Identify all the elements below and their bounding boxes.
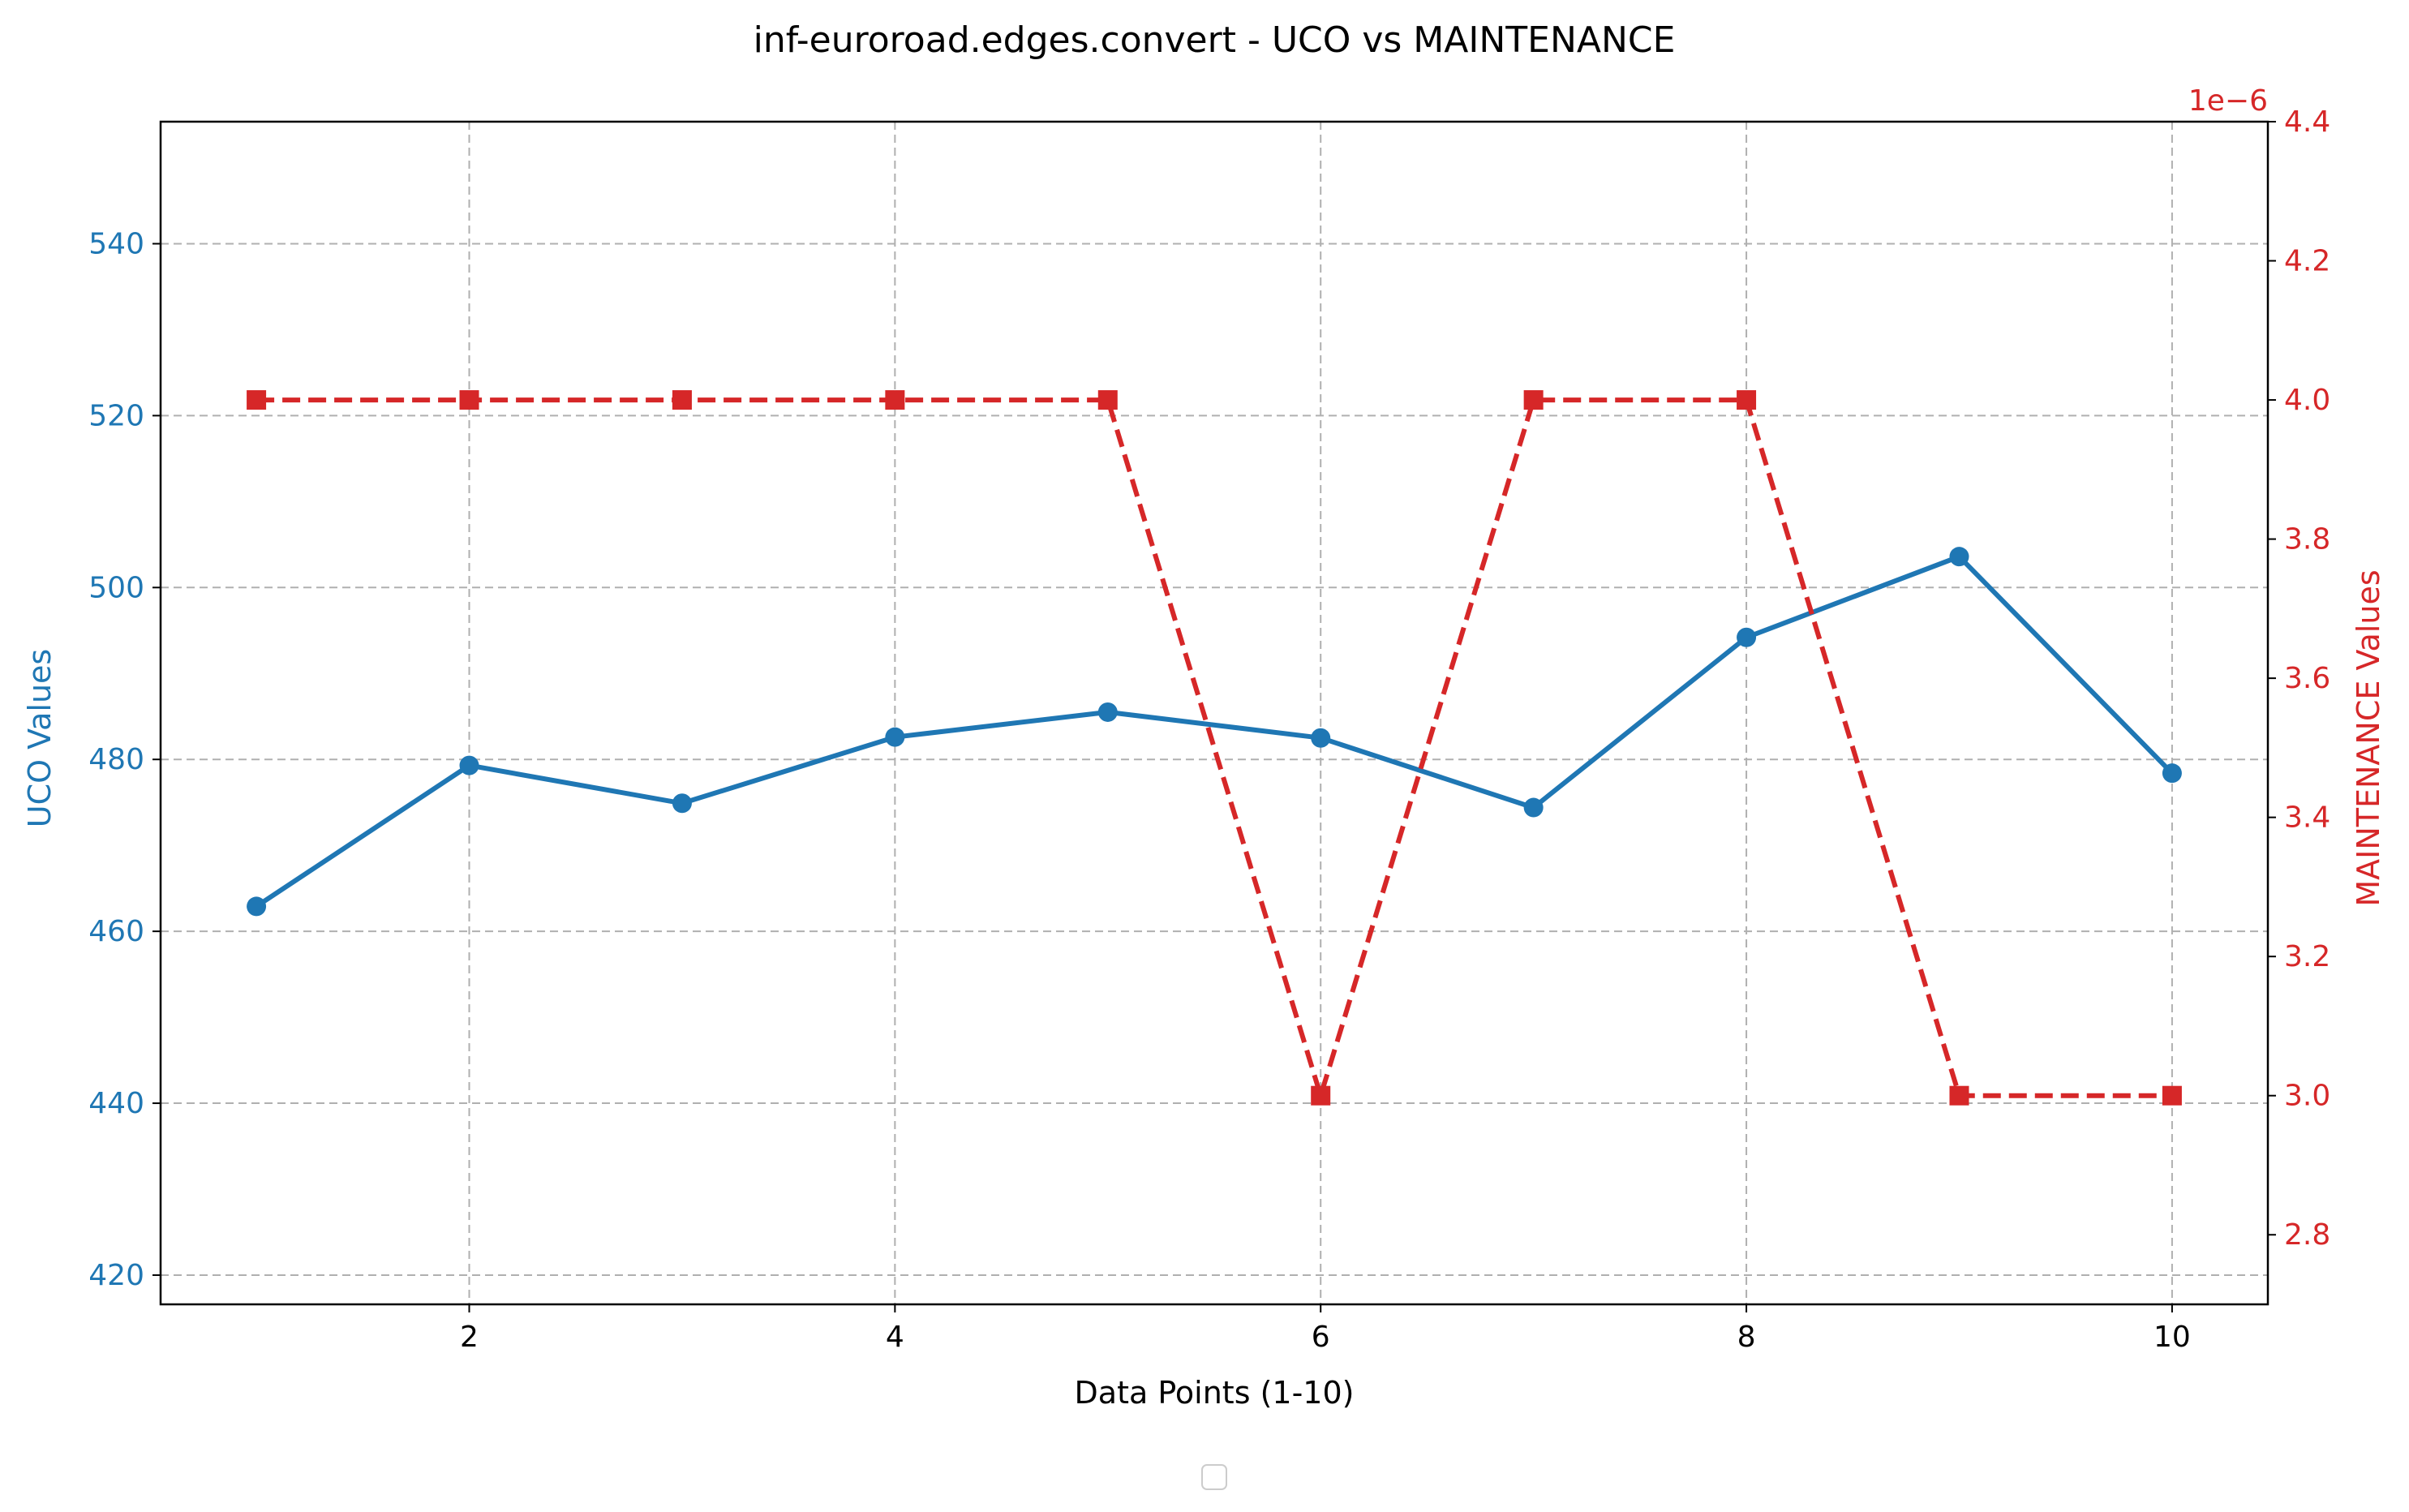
- left-tick-label: 540: [88, 227, 144, 260]
- uco-data-point: [1097, 702, 1118, 722]
- right-tick-label: 3.0: [2284, 1080, 2330, 1113]
- right-tick-label: 3.4: [2284, 801, 2330, 835]
- uco-data-point: [459, 755, 479, 775]
- x-tick-label: 2: [460, 1321, 479, 1354]
- uco-data-point: [1311, 728, 1331, 748]
- uco-data-point: [885, 727, 905, 747]
- x-tick-label: 6: [1312, 1321, 1330, 1354]
- plot-frame: [159, 120, 2269, 1306]
- x-tick-label: 10: [2154, 1321, 2191, 1354]
- uco-data-point: [1949, 547, 1969, 567]
- right-tick-label: 4.0: [2284, 384, 2330, 417]
- right-tick-label: 3.6: [2284, 662, 2330, 695]
- maintenance-series-line: [256, 397, 2172, 1098]
- chart-title: inf-euroroad.edges.convert - UCO vs MAIN…: [754, 19, 1676, 61]
- series-layer: [247, 390, 2182, 1106]
- maintenance-data-point: [885, 390, 905, 410]
- right-tick-label: 4.2: [2284, 245, 2330, 278]
- maintenance-data-point: [459, 390, 479, 410]
- left-tick-label: 480: [88, 743, 144, 776]
- left-axis-label: UCO Values: [22, 649, 58, 828]
- right-tick-label: 3.8: [2284, 523, 2330, 556]
- maintenance-data-point: [672, 390, 692, 410]
- uco-data-point: [672, 793, 692, 814]
- maintenance-data-point: [1737, 390, 1757, 410]
- x-tick-label: 4: [886, 1321, 904, 1354]
- uco-data-point: [247, 896, 267, 917]
- uco-data-point: [1737, 627, 1757, 647]
- right-tick-label: 4.4: [2284, 105, 2330, 139]
- left-tick-label: 420: [88, 1259, 144, 1292]
- right-axis-offset-text: 1e−6: [2188, 84, 2268, 118]
- left-tick-label: 440: [88, 1087, 144, 1120]
- x-axis-label: Data Points (1-10): [1075, 1375, 1355, 1411]
- right-tick-label: 3.2: [2284, 940, 2330, 973]
- axes: 2 4 6 8 10 420 440 460 480 500 520 540 2.8 3.0 3.2 3.4 3…: [88, 105, 2330, 1354]
- right-axis-label: MAINTENANCE Values: [2351, 569, 2386, 906]
- maintenance-data-point: [1949, 1085, 1969, 1106]
- maintenance-data-point: [1523, 390, 1544, 410]
- maintenance-data-point: [247, 390, 267, 410]
- uco-data-point: [1523, 797, 1544, 818]
- uco-series-line: [255, 554, 2175, 908]
- left-tick-label: 520: [88, 399, 144, 432]
- uco-data-point: [2162, 763, 2182, 784]
- grid: [161, 122, 2268, 1304]
- right-tick-label: 2.8: [2284, 1218, 2330, 1252]
- maintenance-data-point: [1311, 1085, 1331, 1106]
- legend-box: [1201, 1464, 1227, 1490]
- maintenance-data-point: [1097, 390, 1118, 410]
- left-tick-label: 460: [88, 915, 144, 948]
- maintenance-data-point: [2162, 1085, 2182, 1106]
- x-tick-label: 8: [1737, 1321, 1756, 1354]
- left-tick-label: 500: [88, 571, 144, 604]
